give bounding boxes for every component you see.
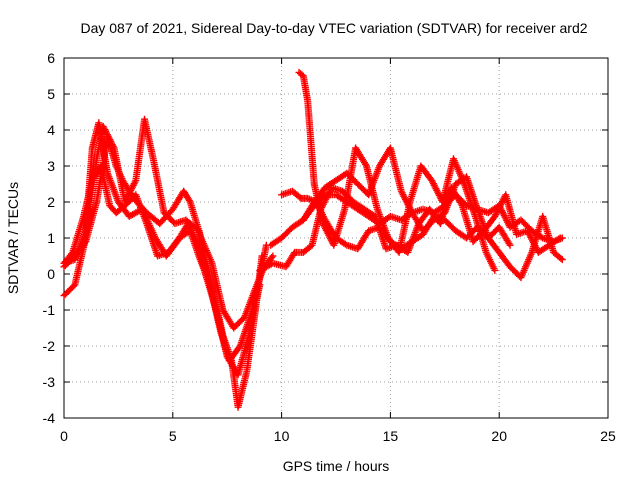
y-tick-label: 5	[47, 86, 55, 102]
y-tick-label: 6	[47, 50, 55, 66]
y-tick-label: -2	[43, 338, 56, 354]
x-axis: 0 5 10 15 20 25	[60, 58, 616, 444]
x-axis-label: GPS time / hours	[283, 458, 390, 474]
data-points	[60, 68, 566, 411]
data-point-marker	[296, 193, 304, 201]
data-point-marker	[185, 196, 193, 204]
y-tick-label: 3	[47, 158, 55, 174]
data-point-marker	[558, 256, 566, 264]
series-trace-3	[60, 133, 277, 332]
y-axis: -4 -3 -2 -1 0 1 2 3 4 5 6	[43, 50, 608, 426]
data-point-marker	[491, 266, 499, 274]
data-point-marker	[558, 234, 566, 242]
data-point-marker	[506, 241, 514, 249]
x-tick-label: 5	[169, 428, 177, 444]
y-tick-label: -3	[43, 374, 56, 390]
data-point-marker	[269, 252, 277, 260]
data-point-marker	[341, 240, 349, 248]
series-trace-9	[299, 144, 514, 249]
x-tick-label: 25	[600, 428, 616, 444]
x-tick-label: 20	[491, 428, 507, 444]
data-point-marker	[256, 281, 264, 289]
y-tick-label: 4	[47, 122, 55, 138]
y-tick-label: 2	[47, 194, 55, 210]
data-point-marker	[268, 254, 276, 262]
data-point-marker	[557, 254, 565, 262]
y-tick-label: 0	[47, 266, 55, 282]
y-tick-label: -4	[43, 410, 56, 426]
series-trace-8	[295, 68, 499, 274]
y-tick-label: 1	[47, 230, 55, 246]
x-tick-label: 15	[383, 428, 399, 444]
x-tick-label: 0	[60, 428, 68, 444]
series-trace-4	[60, 119, 264, 379]
chart-title: Day 087 of 2021, Sidereal Day-to-day VTE…	[80, 20, 587, 36]
x-tick-label: 10	[274, 428, 290, 444]
y-axis-label: SDTVAR / TECUs	[5, 182, 21, 294]
y-tick-label: -1	[43, 302, 56, 318]
